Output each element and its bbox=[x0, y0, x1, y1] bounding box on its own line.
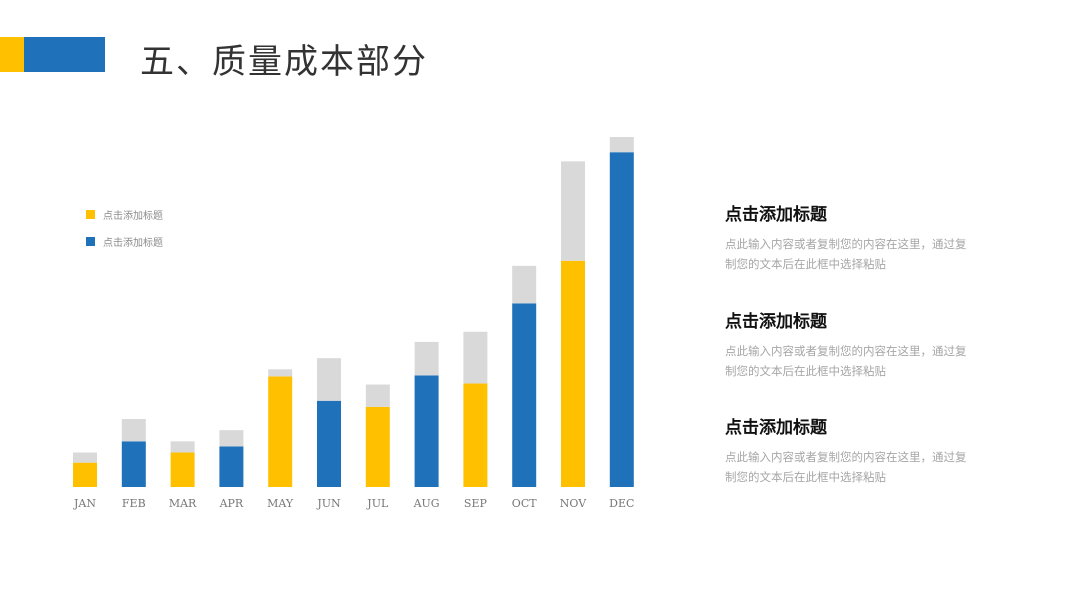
bar-jul-primary bbox=[365, 406, 390, 487]
x-tick-label: NOV bbox=[560, 497, 587, 510]
block-body[interactable]: 点此输入内容或者复制您的内容在这里，通过复制您的文本后在此框中选择粘贴 bbox=[725, 344, 967, 378]
bar-jan-primary bbox=[73, 462, 97, 487]
block-heading[interactable]: 点击添加标题 bbox=[725, 312, 827, 332]
legend-label: 点击添加标题 bbox=[103, 210, 163, 222]
bar-nov-primary bbox=[561, 260, 585, 487]
bar-feb-primary bbox=[121, 441, 146, 487]
legend-label: 点击添加标题 bbox=[103, 237, 163, 249]
bar-oct-primary bbox=[512, 303, 537, 487]
block-body[interactable]: 点此输入内容或者复制您的内容在这里，通过复制您的文本后在此框中选择粘贴 bbox=[725, 450, 967, 484]
bar-dec-primary bbox=[609, 152, 634, 487]
x-tick-label: APR bbox=[219, 497, 244, 510]
bar-apr-cap bbox=[219, 430, 244, 447]
x-tick-label: AUG bbox=[413, 497, 440, 510]
block-body[interactable]: 点此输入内容或者复制您的内容在这里，通过复制您的文本后在此框中选择粘贴 bbox=[725, 237, 967, 271]
bar-aug-primary bbox=[414, 375, 439, 487]
bar-sep-primary bbox=[463, 383, 488, 487]
text-block-3: 点击添加标题 点此输入内容或者复制您的内容在这里，通过复制您的文本后在此框中选择… bbox=[725, 413, 975, 487]
bar-mar-primary bbox=[170, 452, 195, 487]
x-tick-label: DEC bbox=[609, 497, 634, 510]
block-heading[interactable]: 点击添加标题 bbox=[725, 418, 827, 438]
bar-aug-cap bbox=[414, 341, 439, 376]
x-tick-label: OCT bbox=[512, 497, 537, 510]
x-tick-label: SEP bbox=[464, 497, 488, 510]
bar-may-cap bbox=[268, 369, 293, 377]
page-title: 五、质量成本部分 bbox=[140, 42, 428, 82]
chart-legend: 点击添加标题 点击添加标题 bbox=[86, 207, 163, 261]
bar-chart: JAN FEB MAR APR MAY JUN JUL AUG SEP OCT NOV DEC bbox=[73, 137, 634, 510]
legend-swatch-yellow bbox=[86, 209, 95, 219]
bar-apr-primary bbox=[219, 446, 244, 487]
title-accent-blue bbox=[24, 37, 105, 72]
text-block-1: 点击添加标题 点此输入内容或者复制您的内容在这里，通过复制您的文本后在此框中选择… bbox=[725, 200, 975, 274]
bar-jul-cap bbox=[365, 384, 390, 407]
bar-jun-cap bbox=[317, 358, 341, 401]
x-tick-label: JUL bbox=[366, 497, 389, 510]
bar-mar-cap bbox=[170, 441, 195, 453]
bar-jan-cap bbox=[73, 452, 97, 463]
x-tick-label: JUN bbox=[316, 497, 341, 510]
bar-oct-cap bbox=[512, 265, 537, 304]
legend-item: 点击添加标题 bbox=[86, 234, 163, 249]
title-accent-yellow bbox=[0, 37, 24, 72]
text-block-2: 点击添加标题 点此输入内容或者复制您的内容在这里，通过复制您的文本后在此框中选择… bbox=[725, 307, 975, 381]
bar-jun-primary bbox=[317, 400, 341, 487]
legend-item: 点击添加标题 bbox=[86, 207, 163, 222]
x-tick-label: JAN bbox=[73, 497, 96, 510]
bar-dec-cap bbox=[609, 137, 634, 153]
x-tick-label: MAR bbox=[169, 497, 197, 510]
bar-feb-cap bbox=[121, 419, 146, 442]
bar-may-primary bbox=[268, 376, 293, 487]
block-heading[interactable]: 点击添加标题 bbox=[725, 205, 827, 225]
x-tick-label: MAY bbox=[267, 497, 294, 510]
bar-sep-cap bbox=[463, 331, 488, 384]
bar-nov-cap bbox=[561, 161, 585, 261]
x-tick-label: FEB bbox=[122, 497, 146, 510]
legend-swatch-blue bbox=[86, 236, 95, 246]
